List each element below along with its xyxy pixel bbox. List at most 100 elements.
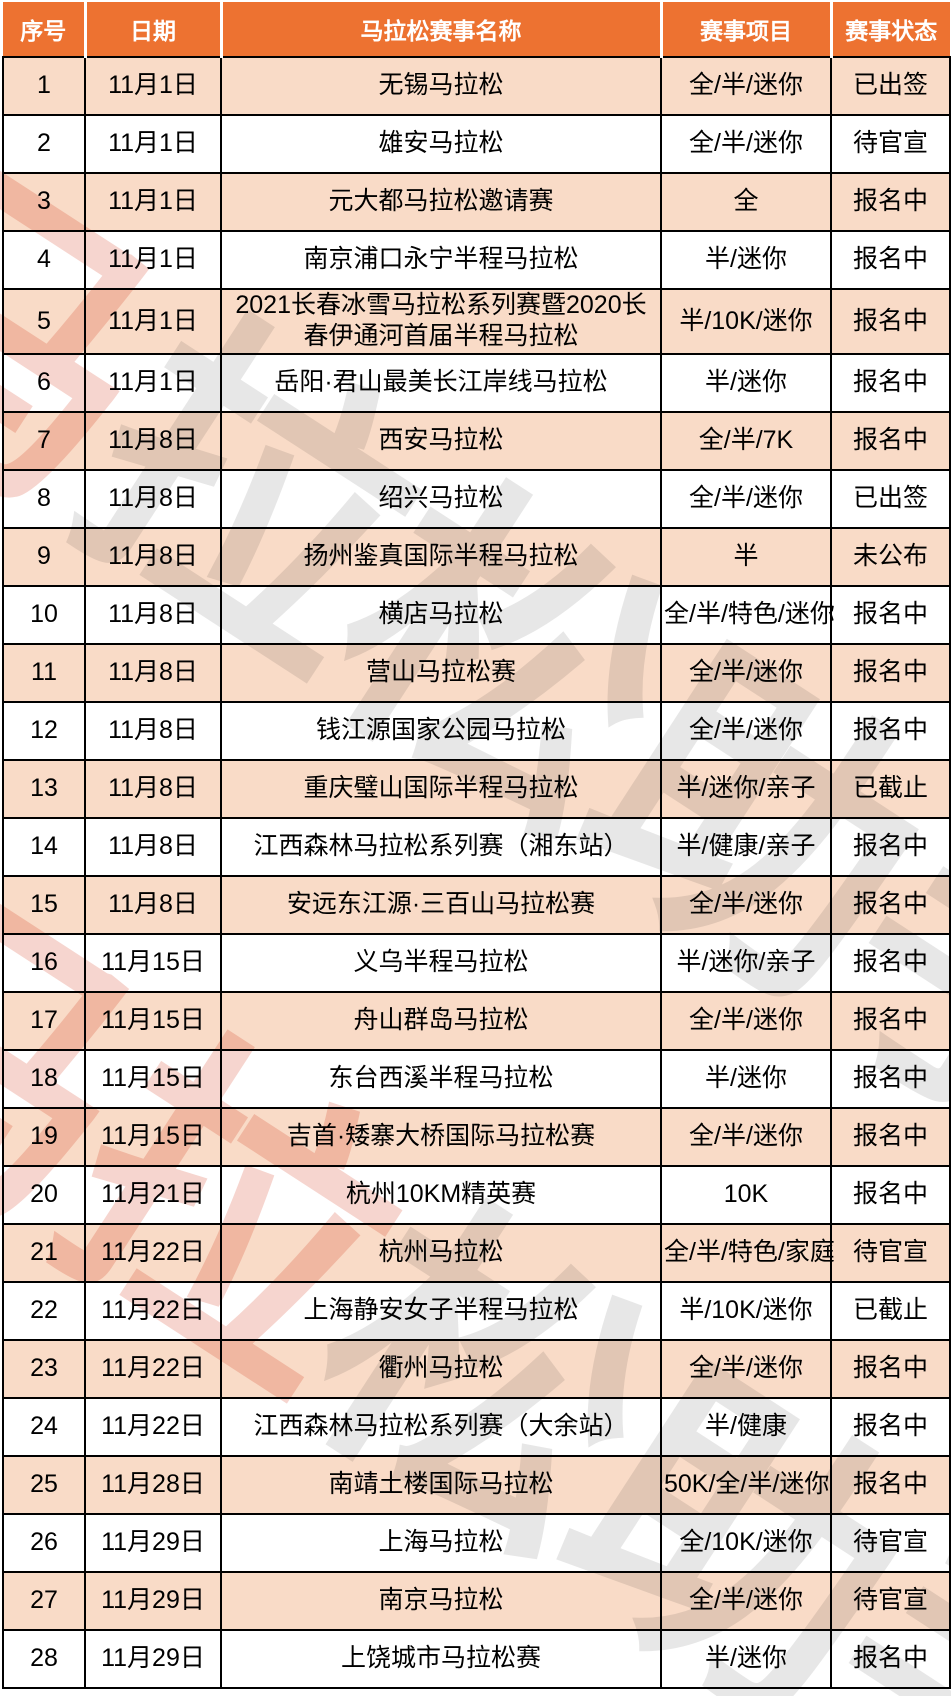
header-cell-status: 赛事状态	[831, 2, 950, 58]
cell-date: 11月29日	[84, 1512, 222, 1573]
cell-date: 11月22日	[84, 1396, 222, 1457]
cell-events: 半/迷你	[660, 230, 832, 290]
cell-name: 东台西溪半程马拉松	[220, 1048, 662, 1109]
cell-events: 全/10K/迷你	[660, 1512, 832, 1573]
cell-no: 23	[2, 1338, 86, 1399]
cell-status: 报名中	[830, 410, 951, 471]
cell-status: 报名中	[830, 1338, 951, 1399]
cell-name: 衢州马拉松	[220, 1338, 662, 1399]
cell-date: 11月1日	[84, 352, 222, 413]
cell-events: 全/半/迷你	[660, 874, 832, 935]
cell-date: 11月22日	[84, 1222, 222, 1283]
cell-status: 报名中	[830, 990, 951, 1051]
cell-events: 半	[660, 526, 832, 587]
cell-events: 半/健康/亲子	[660, 816, 832, 877]
cell-date: 11月15日	[84, 1106, 222, 1167]
table-row: 7 11月8日 西安马拉松 全/半/7K 报名中	[2, 410, 951, 471]
cell-status: 已截止	[830, 1280, 951, 1341]
cell-status: 已出签	[830, 468, 951, 529]
table-row: 27 11月29日 南京马拉松 全/半/迷你 待官宣	[2, 1570, 951, 1631]
cell-date: 11月8日	[84, 816, 222, 877]
cell-date: 11月8日	[84, 526, 222, 587]
cell-events: 全/半/迷你	[660, 990, 832, 1051]
table-row: 22 11月22日 上海静安女子半程马拉松 半/10K/迷你 已截止	[2, 1280, 951, 1341]
table-row: 15 11月8日 安远东江源·三百山马拉松赛 全/半/迷你 报名中	[2, 874, 951, 935]
cell-status: 报名中	[830, 288, 951, 355]
cell-status: 报名中	[830, 642, 951, 703]
table-row: 2 11月1日 雄安马拉松 全/半/迷你 待官宣	[2, 114, 951, 174]
table-row: 17 11月15日 舟山群岛马拉松 全/半/迷你 报名中	[2, 990, 951, 1051]
cell-status: 报名中	[830, 584, 951, 645]
cell-no: 3	[2, 172, 86, 232]
cell-events: 半/迷你	[660, 1628, 832, 1689]
cell-no: 28	[2, 1628, 86, 1689]
cell-no: 25	[2, 1454, 86, 1515]
cell-name: 无锡马拉松	[220, 56, 662, 116]
cell-date: 11月8日	[84, 758, 222, 819]
cell-no: 8	[2, 468, 86, 529]
cell-date: 11月8日	[84, 700, 222, 761]
table-row: 21 11月22日 杭州马拉松 全/半/特色/家庭 待官宣	[2, 1222, 951, 1283]
cell-date: 11月8日	[84, 874, 222, 935]
table-row: 3 11月1日 元大都马拉松邀请赛全报名中	[2, 172, 951, 232]
cell-name: 扬州鉴真国际半程马拉松	[220, 526, 662, 587]
cell-name: 杭州马拉松	[220, 1222, 662, 1283]
cell-events: 全/半/迷你	[660, 1338, 832, 1399]
table-row: 13 11月8日 重庆璧山国际半程马拉松 半/迷你/亲子 已截止	[2, 758, 951, 819]
table-row: 26 11月29日 上海马拉松 全/10K/迷你 待官宣	[2, 1512, 951, 1573]
cell-events: 50K/全/半/迷你	[660, 1454, 832, 1515]
table-row: 8 11月8日 绍兴马拉松 全/半/迷你 已出签	[2, 468, 951, 529]
cell-name: 横店马拉松	[220, 584, 662, 645]
cell-date: 11月1日	[84, 114, 222, 174]
cell-date: 11月8日	[84, 584, 222, 645]
cell-date: 11月15日	[84, 1048, 222, 1109]
cell-status: 报名中	[830, 1396, 951, 1457]
cell-events: 半/迷你	[660, 1048, 832, 1109]
cell-no: 15	[2, 874, 86, 935]
cell-date: 11月8日	[84, 410, 222, 471]
table-row: 24 11月22日 江西森林马拉松系列赛（大余站） 半/健康 报名中	[2, 1396, 951, 1457]
cell-date: 11月1日	[84, 230, 222, 290]
table-row: 23 11月22日 衢州马拉松 全/半/迷你 报名中	[2, 1338, 951, 1399]
table-row: 6 11月1日 岳阳·君山最美长江岸线马拉松 半/迷你 报名中	[2, 352, 951, 413]
cell-no: 16	[2, 932, 86, 993]
cell-name: 舟山群岛马拉松	[220, 990, 662, 1051]
cell-status: 报名中	[830, 1106, 951, 1167]
cell-date: 11月21日	[84, 1164, 222, 1225]
cell-events: 10K	[660, 1164, 832, 1225]
cell-events: 半/10K/迷你	[660, 1280, 832, 1341]
cell-events: 全/半/7K	[660, 410, 832, 471]
cell-date: 11月15日	[84, 932, 222, 993]
cell-status: 未公布	[830, 526, 951, 587]
cell-name: 2021长春冰雪马拉松系列赛暨2020长春伊通河首届半程马拉松	[220, 288, 662, 355]
table-row: 10 11月8日 横店马拉松 全/半/特色/迷你 报名中	[2, 584, 951, 645]
cell-no: 2	[2, 114, 86, 174]
header-row: 序号 日期 马拉松赛事名称 赛事项目 赛事状态	[3, 2, 950, 58]
table-row: 19 11月15日 吉首·矮寨大桥国际马拉松赛 全/半/迷你 报名中	[2, 1106, 951, 1167]
cell-no: 9	[2, 526, 86, 587]
table-row: 18 11月15日 东台西溪半程马拉松 半/迷你 报名中	[2, 1048, 951, 1109]
table-body: 1 11月1日 无锡马拉松 全/半/迷你 已出签 2 11月1日 雄安马拉松 全/半/迷你 待官宣…	[2, 56, 951, 1689]
cell-name: 江西森林马拉松系列赛（湘东站）	[220, 816, 662, 877]
cell-name: 绍兴马拉松	[220, 468, 662, 529]
cell-status: 已出签	[830, 56, 951, 116]
cell-name: 义乌半程马拉松	[220, 932, 662, 993]
table-row: 20 11月21日 杭州10KM精英赛 10K 报名中	[2, 1164, 951, 1225]
cell-events: 全/半/迷你	[660, 642, 832, 703]
cell-name: 杭州10KM精英赛	[220, 1164, 662, 1225]
table-header: 序号 日期 马拉松赛事名称 赛事项目 赛事状态	[3, 2, 950, 58]
cell-events: 全/半/特色/迷你	[660, 584, 835, 645]
cell-events: 全/半/迷你	[660, 1106, 832, 1167]
cell-status: 报名中	[830, 352, 951, 413]
cell-status: 报名中	[830, 1628, 951, 1689]
table-row: 11 11月8日 营山马拉松赛 全/半/迷你 报名中	[2, 642, 951, 703]
cell-status: 待官宣	[830, 1570, 951, 1631]
cell-name: 西安马拉松	[220, 410, 662, 471]
cell-events: 全/半/迷你	[660, 1570, 832, 1631]
cell-status: 已截止	[830, 758, 951, 819]
cell-status: 待官宣	[830, 1222, 951, 1283]
cell-no: 1	[2, 56, 86, 116]
cell-status: 报名中	[830, 1454, 951, 1515]
cell-no: 26	[2, 1512, 86, 1573]
